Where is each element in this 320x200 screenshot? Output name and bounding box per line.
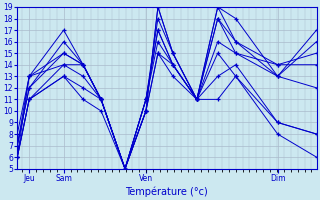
X-axis label: Température (°c): Température (°c) [125, 186, 208, 197]
